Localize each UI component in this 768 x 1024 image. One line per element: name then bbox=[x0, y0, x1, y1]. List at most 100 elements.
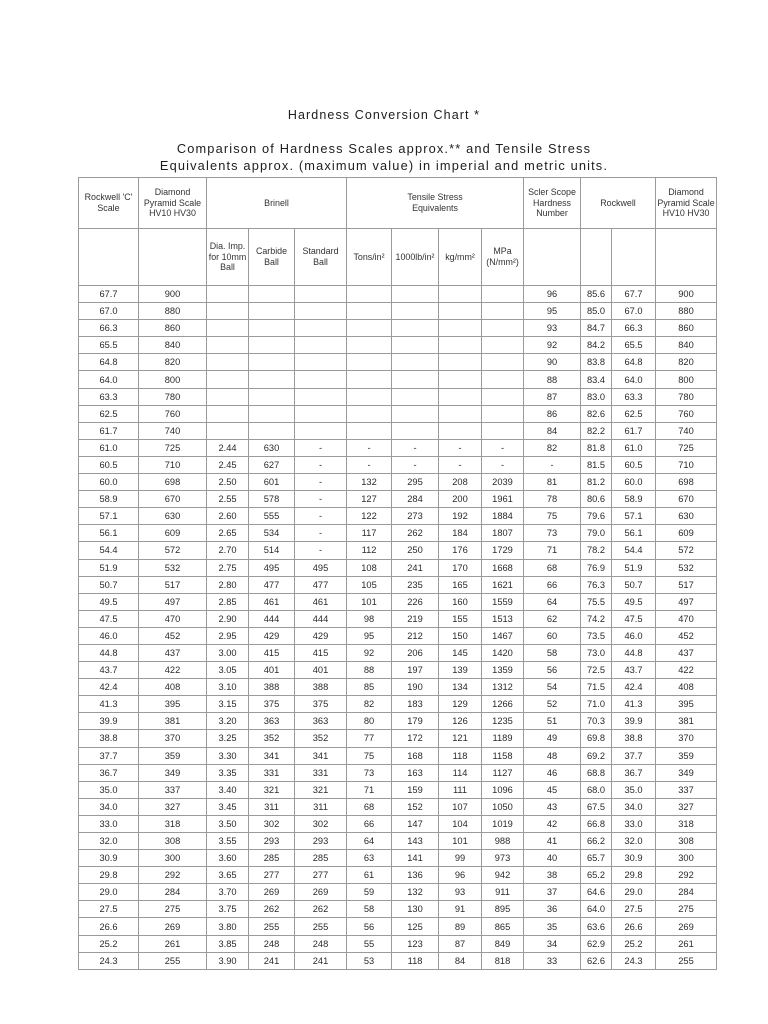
table-cell: 46.0 bbox=[611, 626, 657, 645]
subtitle-line-2: Equivalents approx. (maximum value) in i… bbox=[159, 157, 609, 173]
column-sub-header: kg/mm² bbox=[438, 228, 483, 286]
table-cell: 105 bbox=[346, 575, 393, 594]
table-cell bbox=[346, 421, 393, 440]
table-cell: 46.0 bbox=[78, 626, 139, 645]
table-cell bbox=[481, 404, 525, 423]
table-cell bbox=[206, 302, 249, 321]
table-cell: 3.30 bbox=[206, 746, 249, 765]
table-cell: 155 bbox=[438, 609, 483, 628]
table-cell: 422 bbox=[655, 661, 718, 680]
table-cell: 82 bbox=[523, 438, 582, 457]
table-cell: 29.0 bbox=[611, 883, 657, 902]
table-cell: 359 bbox=[138, 746, 207, 765]
column-sub-header: MPa (N/mm²) bbox=[481, 228, 525, 286]
table-cell: 67.0 bbox=[611, 302, 657, 321]
table-cell: 452 bbox=[655, 626, 718, 645]
table-cell: 121 bbox=[438, 729, 483, 748]
table-cell: 865 bbox=[481, 917, 525, 936]
table-cell: 83.4 bbox=[580, 370, 613, 389]
table-row: 61.0 725 2.44 630- - - - -82 81.8 61.0 725 bbox=[78, 438, 718, 457]
table-row: 30.9 300 3.60 285 285 63 141 99 973 40 65.7 30.9 300 bbox=[78, 849, 718, 868]
table-cell: 49.5 bbox=[78, 592, 139, 611]
table-cell: 25.2 bbox=[78, 934, 139, 953]
table-cell: 37.7 bbox=[611, 746, 657, 765]
table-cell: 114 bbox=[438, 763, 483, 782]
table-cell: 65.5 bbox=[78, 336, 139, 355]
table-cell: - bbox=[438, 455, 483, 475]
column-group-header: Tensile Stress Equivalents bbox=[346, 177, 525, 229]
table-cell: 261 bbox=[655, 934, 718, 953]
table-cell: 1467 bbox=[481, 626, 525, 645]
table-cell: 532 bbox=[138, 558, 207, 577]
table-cell: 79.0 bbox=[580, 524, 613, 543]
table-cell: 352 bbox=[248, 729, 295, 748]
table-cell: 145 bbox=[438, 643, 483, 663]
table-cell: 34 bbox=[523, 934, 582, 953]
table-cell bbox=[293, 284, 348, 304]
table-cell: 67.7 bbox=[78, 284, 139, 304]
table-cell: 3.05 bbox=[206, 661, 249, 680]
table-cell: 534 bbox=[248, 524, 295, 543]
table-cell: 3.45 bbox=[206, 797, 249, 816]
table-cell: 79.6 bbox=[580, 507, 613, 526]
table-cell bbox=[438, 302, 483, 321]
table-cell: 388 bbox=[293, 678, 348, 697]
table-row: 49.5 497 2.85 461 461 101 226 160 1559 64 75.5 49.5… bbox=[78, 592, 718, 611]
table-cell bbox=[206, 353, 249, 372]
table-cell: 136 bbox=[391, 866, 440, 885]
table-row: 60.5 710 2.45 627- - - - - -81.5 60.5 710 bbox=[78, 455, 718, 475]
table-cell: 62.5 bbox=[78, 404, 139, 423]
table-cell: 2.70 bbox=[206, 541, 249, 560]
table-cell: 452 bbox=[138, 626, 207, 645]
table-cell: 495 bbox=[293, 558, 348, 577]
table-cell: 101 bbox=[438, 831, 483, 851]
table-cell: 200 bbox=[438, 490, 483, 509]
table-cell: 2.55 bbox=[206, 490, 249, 509]
table-cell: 470 bbox=[655, 609, 718, 628]
table-cell: 64.0 bbox=[611, 370, 657, 389]
table-cell: 284 bbox=[655, 883, 718, 902]
table-cell: 2.95 bbox=[206, 626, 249, 645]
table-cell: 61 bbox=[346, 866, 393, 885]
table-cell: 942 bbox=[481, 866, 525, 885]
table-cell: 96 bbox=[438, 866, 483, 885]
table-cell: 1266 bbox=[481, 695, 525, 714]
table-cell: 470 bbox=[138, 609, 207, 628]
table-cell: 30.9 bbox=[611, 849, 657, 868]
table-cell: 75 bbox=[346, 746, 393, 765]
table-cell bbox=[206, 336, 249, 355]
table-cell bbox=[346, 370, 393, 389]
table-cell: 82.6 bbox=[580, 404, 613, 423]
table-cell: 308 bbox=[138, 831, 207, 851]
table-cell: 81.8 bbox=[580, 438, 613, 457]
table-row: 61.7 740 84 82.2 61.7 740 bbox=[78, 421, 718, 440]
table-row: 60.0 698 2.50 601-132 295 208 2039 81 81.2 60.0 69… bbox=[78, 473, 718, 492]
table-cell: 248 bbox=[293, 934, 348, 953]
table-cell bbox=[346, 353, 393, 372]
table-cell: 42 bbox=[523, 814, 582, 834]
column-sub-header: 1000lb/in² bbox=[391, 228, 440, 286]
table-cell: - bbox=[346, 438, 393, 457]
table-cell: 2.45 bbox=[206, 455, 249, 475]
table-cell: 93 bbox=[523, 319, 582, 338]
table-cell: 630 bbox=[655, 507, 718, 526]
table-row: 56.1 609 2.65 534-117 262 184 1807 73 79.0 56.1 60… bbox=[78, 524, 718, 543]
table-cell: 2.44 bbox=[206, 438, 249, 457]
table-cell: 24.3 bbox=[611, 951, 657, 970]
table-cell: 82 bbox=[346, 695, 393, 714]
table-row: 25.2 261 3.85 248 248 55 123 87 849 34 62.9 25.2 261 bbox=[78, 934, 718, 953]
table-cell: 277 bbox=[248, 866, 295, 885]
table-cell: 1189 bbox=[481, 729, 525, 748]
table-cell: 192 bbox=[438, 507, 483, 526]
table-cell: 24.3 bbox=[78, 951, 139, 970]
table-cell: 1621 bbox=[481, 575, 525, 594]
table-row: 29.0 284 3.70 269 269 59 132 93 911 37 64.6 29.0 284 bbox=[78, 883, 718, 902]
table-cell: 532 bbox=[655, 558, 718, 577]
table-cell: 381 bbox=[138, 712, 207, 731]
table-cell: 308 bbox=[655, 831, 718, 851]
table-cell: 3.75 bbox=[206, 900, 249, 919]
table-cell: 375 bbox=[293, 695, 348, 714]
table-cell: - bbox=[481, 455, 525, 475]
table-cell: 327 bbox=[138, 797, 207, 816]
table-cell: 51.9 bbox=[78, 558, 139, 577]
